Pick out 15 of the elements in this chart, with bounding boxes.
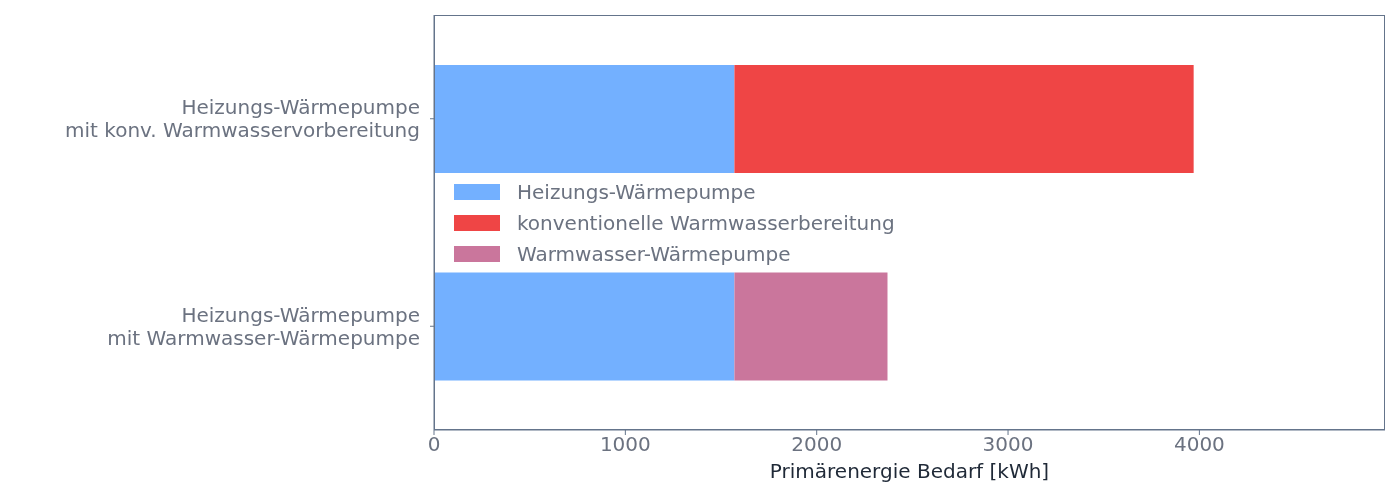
legend-label: Warmwasser-Wärmepumpe [517, 241, 791, 266]
bar [734, 65, 1194, 173]
bar [434, 65, 735, 173]
bar [734, 272, 888, 381]
bar [434, 272, 735, 381]
legend-label: konventionelle Warmwasserbereitung [517, 210, 895, 235]
legend-label: Heizungs-Wärmepumpe [517, 179, 756, 204]
x-tick-label: 4000 [1173, 432, 1225, 457]
y-tick-label: Heizungs-Wärmepumpe mit konv. Warmwasservorbereitung [65, 95, 420, 143]
x-tick-label: 0 [427, 432, 441, 457]
x-tick-label: 2000 [791, 432, 843, 457]
y-tick-label: Heizungs-Wärmepumpe mit Warmwasser-Wärmepumpe [107, 302, 420, 350]
x-tick-label: 1000 [599, 432, 651, 457]
x-tick-label: 3000 [982, 432, 1034, 457]
x-axis-title: Primärenergie Bedarf [kWh] [769, 459, 1050, 483]
